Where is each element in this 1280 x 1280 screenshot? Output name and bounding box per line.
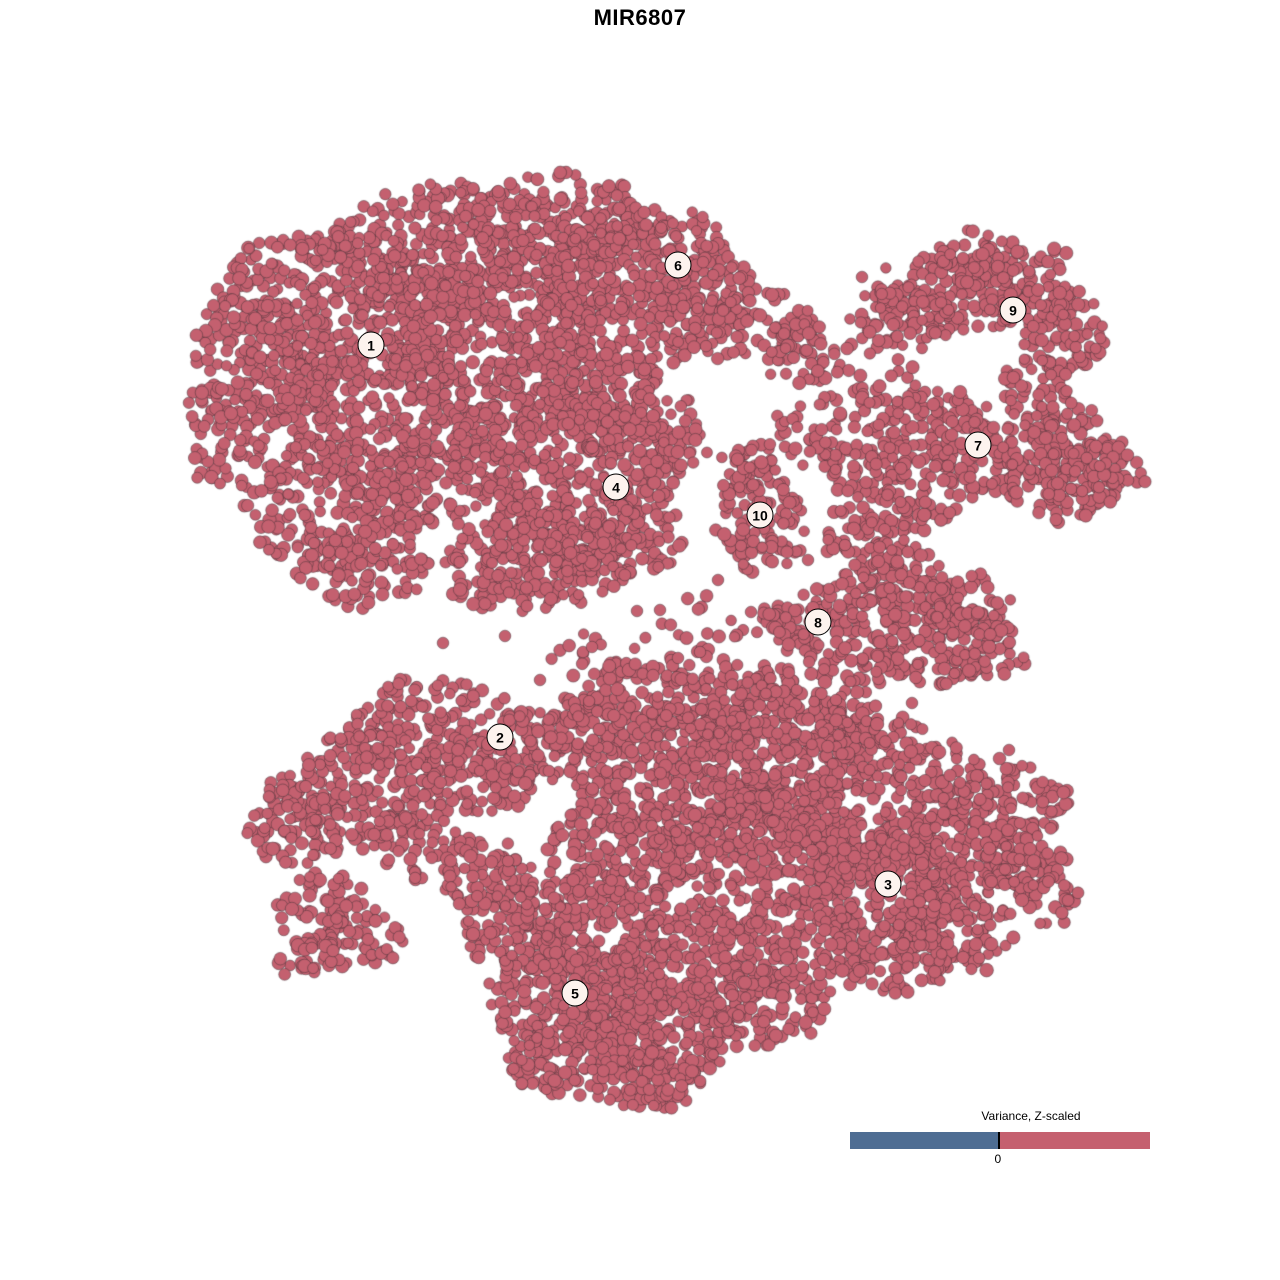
cluster-label-6: 6 bbox=[664, 251, 692, 279]
cluster-label-8: 8 bbox=[804, 608, 832, 636]
legend-zero-label: 0 bbox=[994, 1152, 1002, 1166]
cluster-label-3: 3 bbox=[874, 870, 902, 898]
cluster-label-7: 7 bbox=[964, 431, 992, 459]
cluster-label-9: 9 bbox=[999, 296, 1027, 324]
legend-blue-segment bbox=[850, 1132, 998, 1149]
legend-red-segment bbox=[1000, 1132, 1150, 1149]
legend-title: Variance, Z-scaled bbox=[981, 1109, 1081, 1123]
cluster-label-1: 1 bbox=[357, 331, 385, 359]
legend-zero-divider-line bbox=[998, 1132, 1000, 1149]
cluster-label-2: 2 bbox=[486, 723, 514, 751]
cluster-label-5: 5 bbox=[561, 979, 589, 1007]
cluster-label-10: 10 bbox=[746, 501, 774, 529]
legend-gradient-bar bbox=[850, 1132, 1150, 1149]
cluster-label-4: 4 bbox=[602, 473, 630, 501]
